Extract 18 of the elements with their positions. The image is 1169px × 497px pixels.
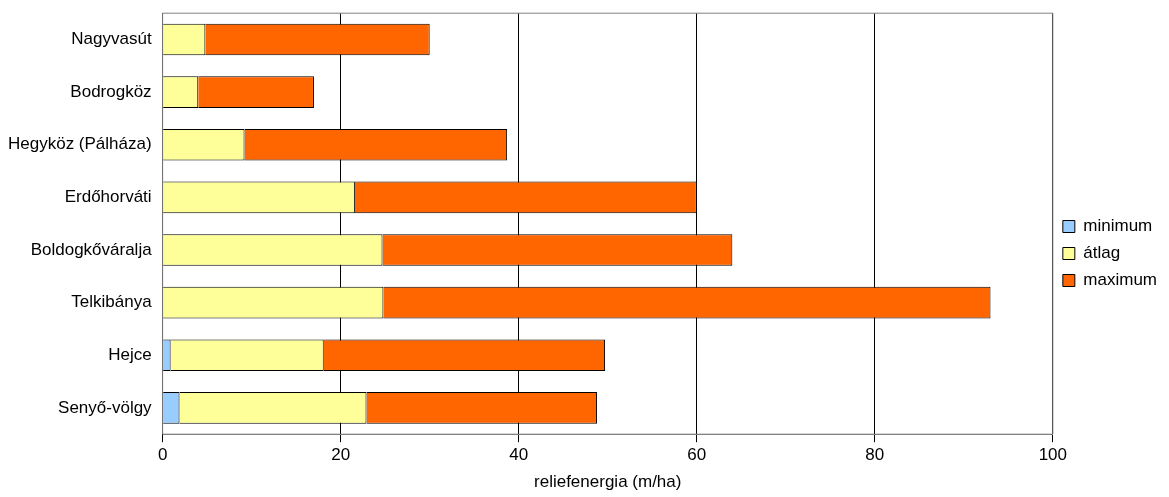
y-tick-label: Senyő-völgy — [58, 397, 153, 417]
x-tick-label: 60 — [687, 445, 707, 465]
x-tick-label: 20 — [331, 445, 351, 465]
legend-label: minimum — [1083, 216, 1153, 236]
legend-label: átlag — [1083, 243, 1121, 263]
x-tick-label: 40 — [509, 445, 529, 465]
y-tick-label: Hegyköz (Pálháza) — [8, 134, 152, 154]
y-tick-label: Erdőhorváti — [64, 187, 152, 207]
y-tick-label: Bodrogköz — [70, 81, 152, 101]
y-tick-label: Nagyvasút — [71, 29, 152, 49]
y-tick-label: Hejce — [108, 344, 152, 364]
x-tick-label: 100 — [1038, 445, 1068, 465]
x-axis-title: reliefenergia (m/ha) — [534, 472, 682, 492]
y-tick-label: Boldogkőváralja — [30, 239, 153, 259]
y-tick-label: Telkibánya — [71, 292, 153, 312]
legend-label: maximum — [1083, 270, 1157, 290]
x-tick-label: 0 — [157, 445, 168, 465]
x-tick-label: 80 — [865, 445, 885, 465]
